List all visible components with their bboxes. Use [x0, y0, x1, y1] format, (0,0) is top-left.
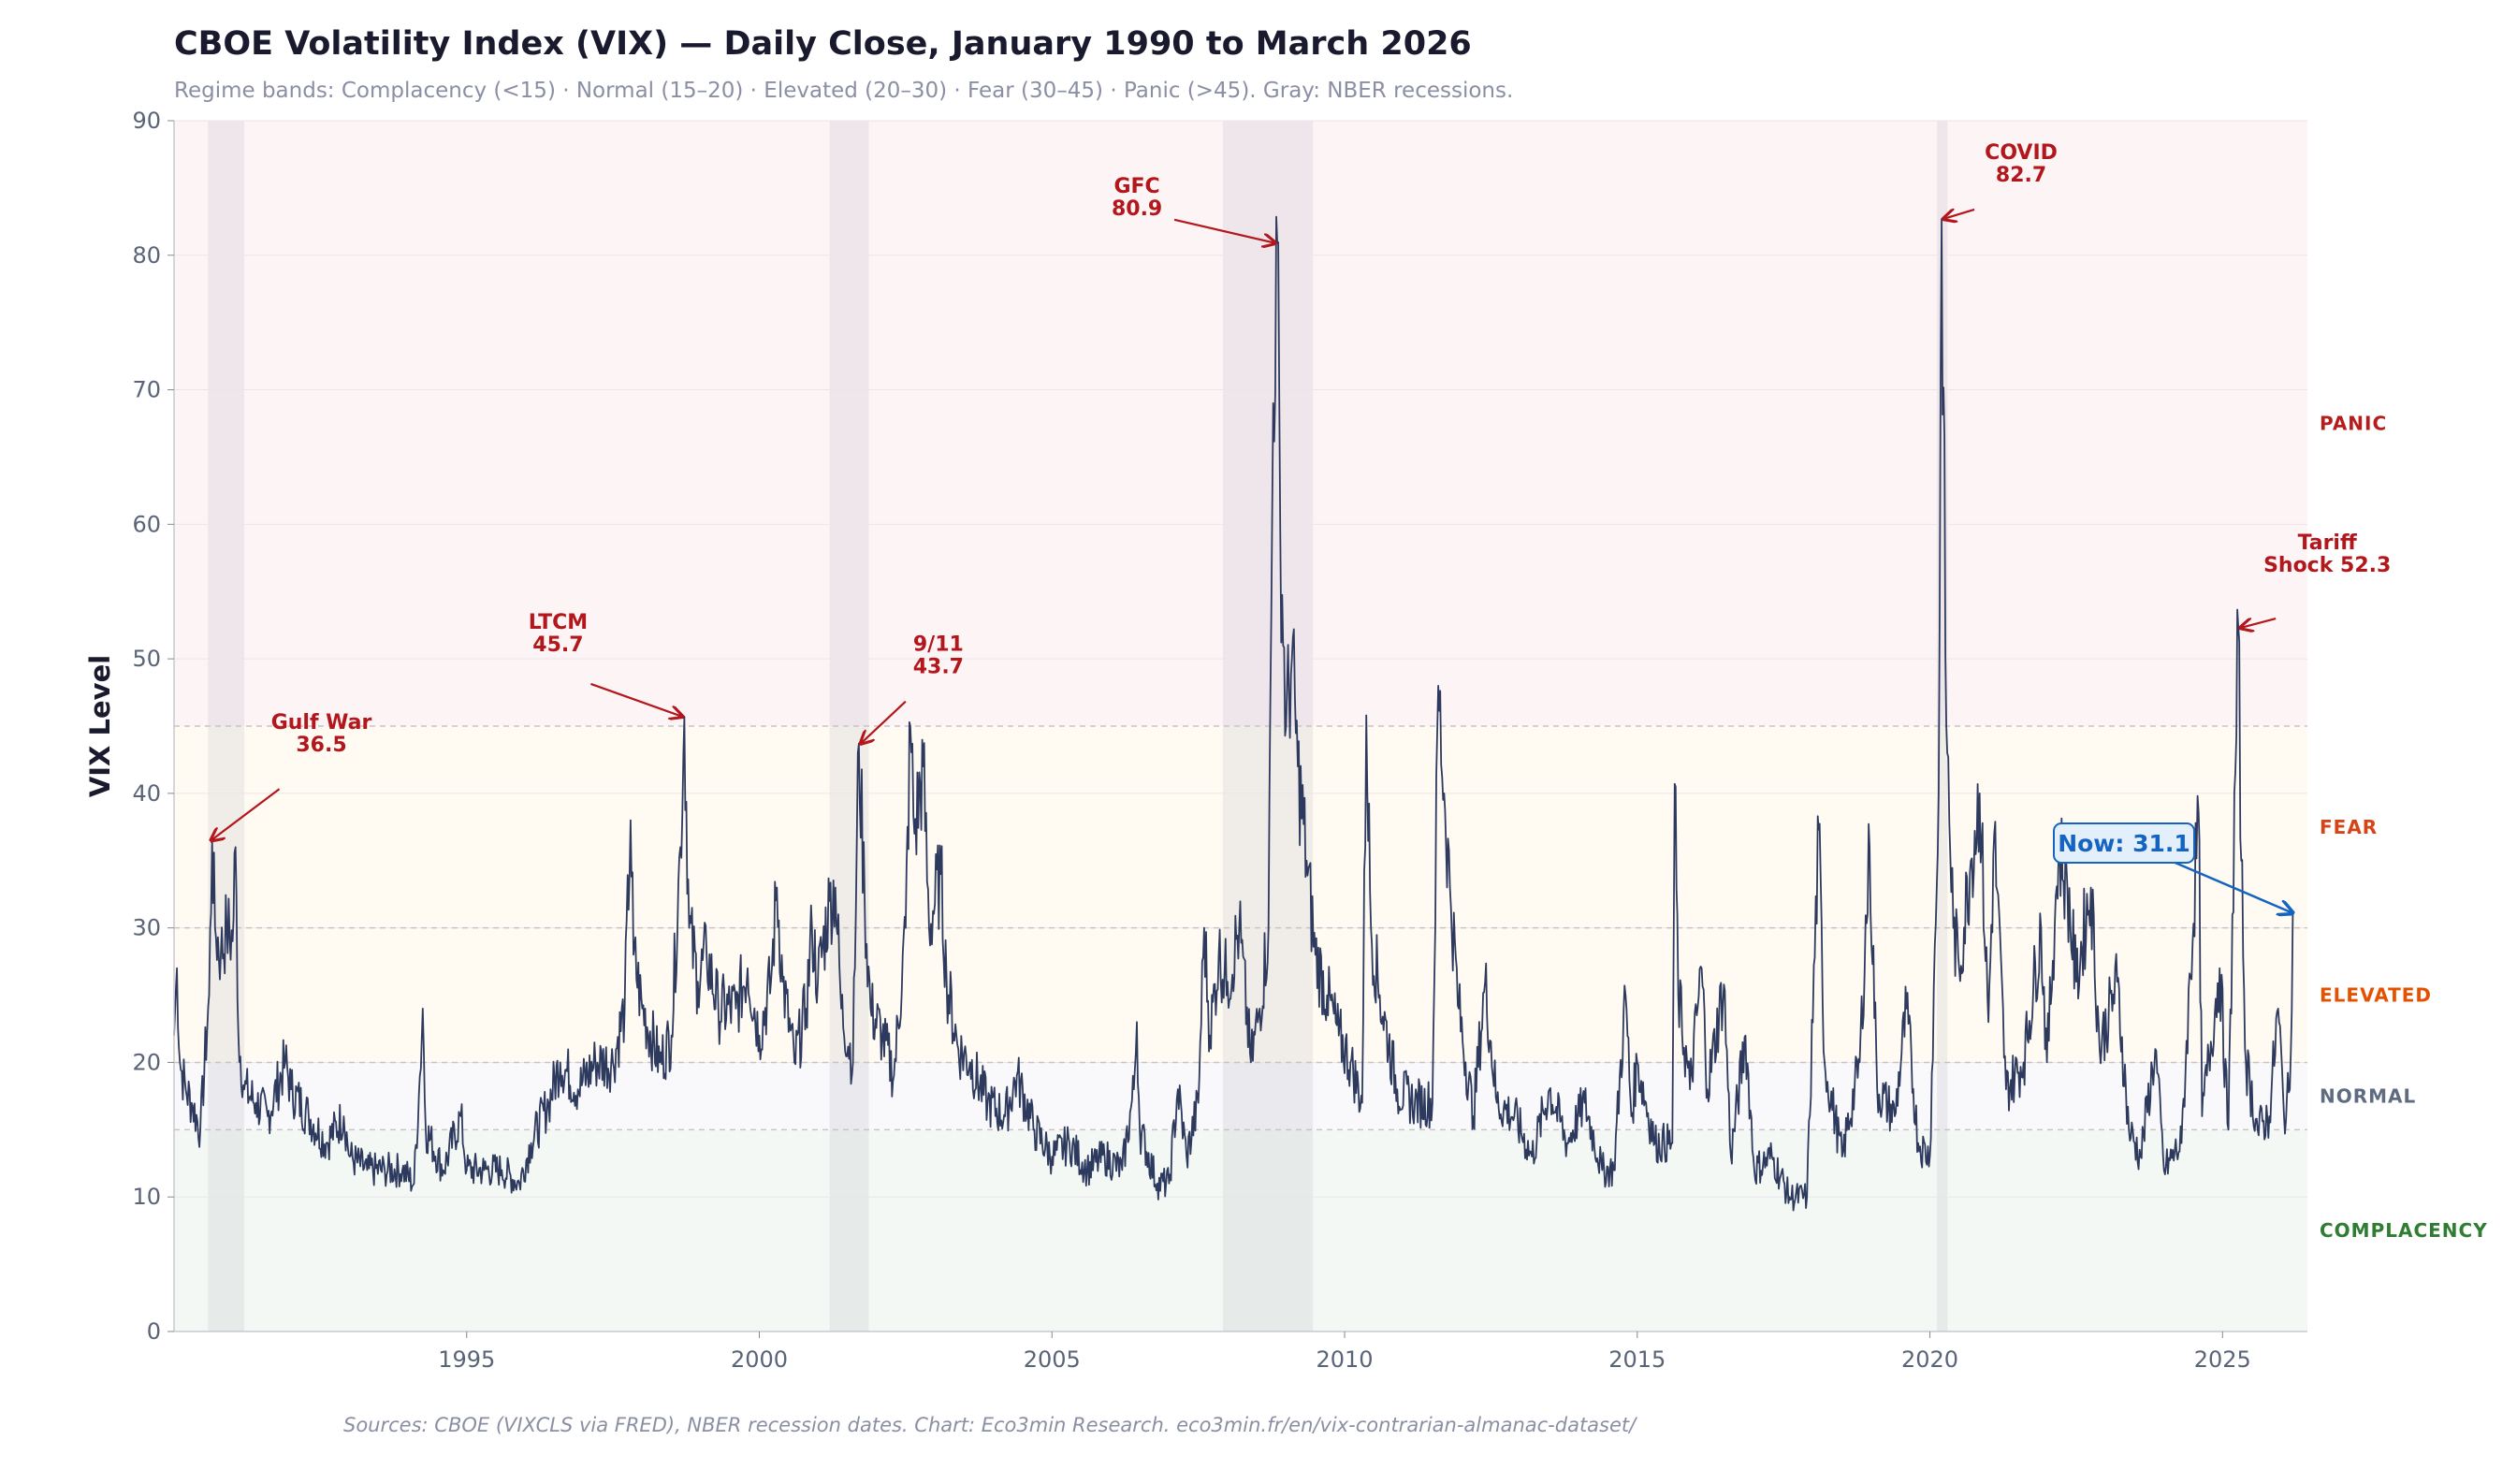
regime-label-fear: FEAR [2320, 816, 2378, 838]
annotation-arrow [2240, 617, 2277, 628]
annotation-arrow [1943, 210, 1975, 219]
y-tick-label: 80 [132, 242, 161, 269]
y-tick-label: 20 [132, 1049, 161, 1075]
x-tick-label: 2010 [1316, 1346, 1373, 1373]
annotation-label: 9/11 [913, 633, 964, 657]
footer-source: Sources: CBOE (VIXCLS via FRED), NBER re… [343, 1414, 1637, 1436]
y-tick-label: 40 [132, 780, 161, 807]
x-tick-label: 2020 [1901, 1346, 1958, 1373]
y-tick-label: 90 [132, 108, 161, 134]
x-tick-label: 2015 [1608, 1346, 1666, 1373]
regime-labels: COMPLACENCY NORMAL ELEVATED FEAR PANIC [2320, 413, 2488, 1243]
current-value-label: Now: 31.1 [2058, 830, 2190, 857]
regime-label-complacency: COMPLACENCY [2320, 1219, 2488, 1242]
x-tick-label: 1995 [438, 1346, 495, 1373]
regime-band-fear [174, 726, 2307, 928]
chart-subtitle: Regime bands: Complacency (<15) · Normal… [174, 79, 1513, 103]
annotation-arrow [211, 788, 281, 840]
y-axis-label: VIX Level [84, 655, 116, 797]
y-tick-label: 0 [147, 1318, 161, 1345]
vix-line [173, 215, 2294, 1212]
x-tick-label: 2005 [1024, 1346, 1081, 1373]
annotation-label: 43.7 [913, 656, 964, 679]
recession-band [1937, 121, 1948, 1331]
annotation-arrow [1173, 218, 1275, 243]
annotation-label: Gulf War [271, 711, 372, 735]
annotation-label: 80.9 [1112, 197, 1162, 221]
annotation-arrow [861, 700, 907, 744]
vix-series [173, 215, 2294, 1212]
regime-label-panic: PANIC [2320, 413, 2387, 435]
annotation-label: Shock 52.3 [2263, 554, 2391, 577]
current-value-box [2053, 822, 2195, 864]
chart-title: CBOE Volatility Index (VIX) — Daily Clos… [174, 25, 1472, 63]
annotation-label: Tariff [2298, 531, 2358, 555]
y-tick-label: 70 [132, 377, 161, 403]
annotation-label: LTCM [529, 611, 588, 634]
regime-label-normal: NORMAL [2320, 1084, 2416, 1107]
regime-label-elevated: ELEVATED [2320, 984, 2432, 1007]
regime-band-elevated [174, 927, 2307, 1063]
y-tick-label: 10 [132, 1184, 161, 1210]
gridlines [174, 120, 2307, 1198]
current-value-arrow [2170, 859, 2292, 913]
y-tick-label: 30 [132, 915, 161, 941]
regime-band-normal [174, 1062, 2307, 1130]
annotation-arrow [590, 682, 682, 717]
annotation-label: COVID [1985, 141, 2058, 165]
regime-bands [174, 121, 2307, 1331]
x-tick-label: 2025 [2194, 1346, 2251, 1373]
y-tick-label: 60 [132, 511, 161, 537]
axes: 0 10 20 30 40 50 60 70 80 90 1995 2000 2005 2010 2015 2… [132, 108, 2307, 1373]
annotation-label: 82.7 [1996, 164, 2046, 187]
annotation-label: 36.5 [296, 734, 346, 757]
x-tick-label: 2000 [731, 1346, 788, 1373]
annotation-label: GFC [1113, 175, 1159, 198]
y-tick-label: 50 [132, 646, 161, 672]
annotation-label: 45.7 [532, 633, 583, 657]
